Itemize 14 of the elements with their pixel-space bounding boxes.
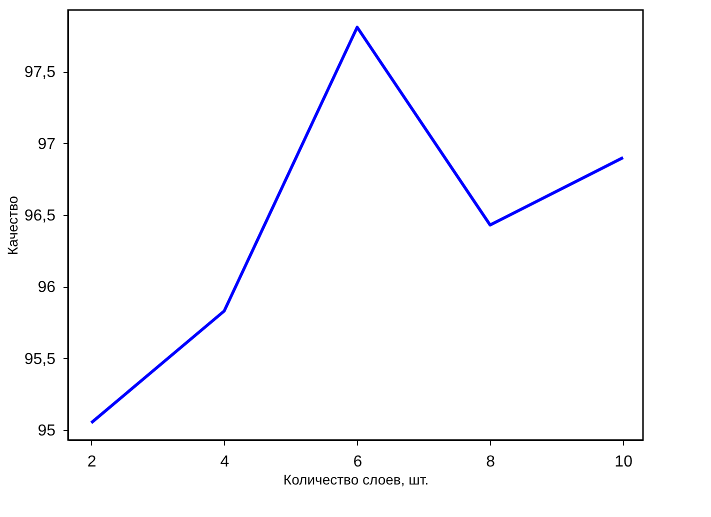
line-series [90,26,625,424]
y-tick-label: 95,5 [24,350,56,368]
x-tick-label: 6 [353,454,362,470]
x-axis-title: Количество слоев, шт. [283,472,429,488]
x-tick-label: 8 [486,454,496,470]
x-tick-label: 2 [87,454,96,470]
y-tick-label: 97,5 [24,64,56,82]
y-axis-title: Качество [4,196,20,256]
y-tick-label: 97 [38,136,56,153]
x-tick-label: 4 [220,454,230,470]
y-tick-label: 96 [38,279,56,296]
y-tick-label: 96,5 [24,207,56,224]
y-tick-label: 95 [38,422,56,440]
x-tick-label: 10 [614,454,633,470]
